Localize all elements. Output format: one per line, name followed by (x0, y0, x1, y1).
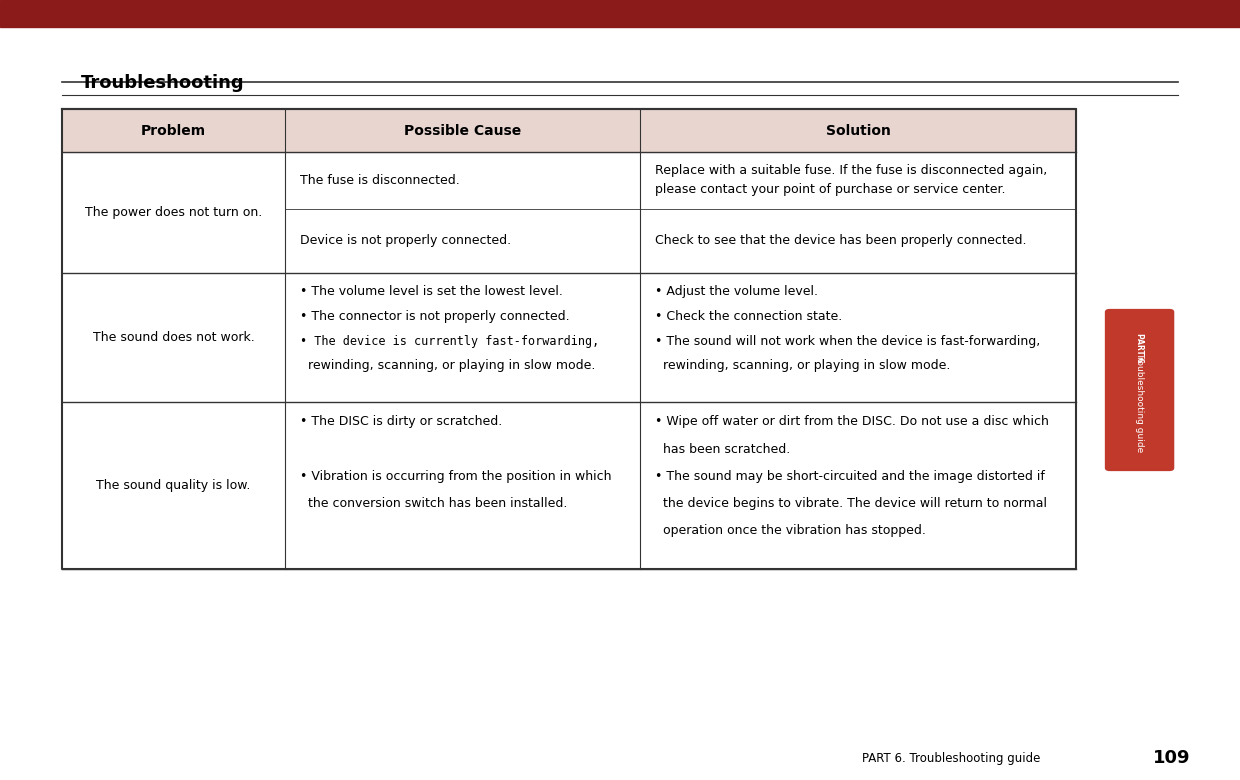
FancyBboxPatch shape (1105, 309, 1174, 471)
Text: • Adjust the volume level.: • Adjust the volume level. (655, 285, 818, 298)
Text: • Vibration is occurring from the position in which: • Vibration is occurring from the positi… (300, 470, 611, 483)
Bar (62, 109, 1076, 152)
Text: Possible Cause: Possible Cause (404, 124, 521, 137)
Text: Check to see that the device has been properly connected.: Check to see that the device has been pr… (655, 234, 1027, 247)
Text: 109: 109 (1153, 749, 1190, 768)
Text: • Wipe off water or dirt from the DISC. Do not use a disc which: • Wipe off water or dirt from the DISC. … (655, 416, 1049, 428)
Text: PART 6. Troubleshooting guide: PART 6. Troubleshooting guide (862, 752, 1040, 764)
Text: • The sound may be short-circuited and the image distorted if: • The sound may be short-circuited and t… (655, 470, 1045, 483)
Text: • The device is currently fast-forwarding,: • The device is currently fast-forwardin… (300, 335, 599, 348)
Text: rewinding, scanning, or playing in slow mode.: rewinding, scanning, or playing in slow … (300, 360, 595, 372)
Text: • The sound will not work when the device is fast-forwarding,: • The sound will not work when the devic… (655, 335, 1040, 348)
Text: operation once the vibration has stopped.: operation once the vibration has stopped… (655, 523, 926, 537)
Text: Troubleshooting: Troubleshooting (81, 74, 244, 92)
Text: • The connector is not properly connected.: • The connector is not properly connecte… (300, 310, 569, 323)
Text: Replace with a suitable fuse. If the fuse is disconnected again,
please contact : Replace with a suitable fuse. If the fus… (655, 165, 1048, 197)
Text: Device is not properly connected.: Device is not properly connected. (300, 234, 511, 247)
Text: PART 6: PART 6 (1135, 333, 1145, 363)
Text: The sound quality is low.: The sound quality is low. (97, 479, 250, 492)
Text: the conversion switch has been installed.: the conversion switch has been installed… (300, 497, 568, 509)
Text: The fuse is disconnected.: The fuse is disconnected. (300, 174, 460, 187)
Text: has been scratched.: has been scratched. (655, 442, 790, 456)
Text: • The volume level is set the lowest level.: • The volume level is set the lowest lev… (300, 285, 563, 298)
Text: Problem: Problem (141, 124, 206, 137)
Text: • Check the connection state.: • Check the connection state. (655, 310, 842, 323)
Text: Solution: Solution (826, 124, 890, 137)
Text: • The DISC is dirty or scratched.: • The DISC is dirty or scratched. (300, 416, 502, 428)
Text: the device begins to vibrate. The device will return to normal: the device begins to vibrate. The device… (655, 497, 1047, 509)
Text: rewinding, scanning, or playing in slow mode.: rewinding, scanning, or playing in slow … (655, 360, 950, 372)
Text: The power does not turn on.: The power does not turn on. (86, 206, 262, 219)
Text: The sound does not work.: The sound does not work. (93, 331, 254, 344)
Text: Troubleshooting guide: Troubleshooting guide (1135, 352, 1145, 452)
